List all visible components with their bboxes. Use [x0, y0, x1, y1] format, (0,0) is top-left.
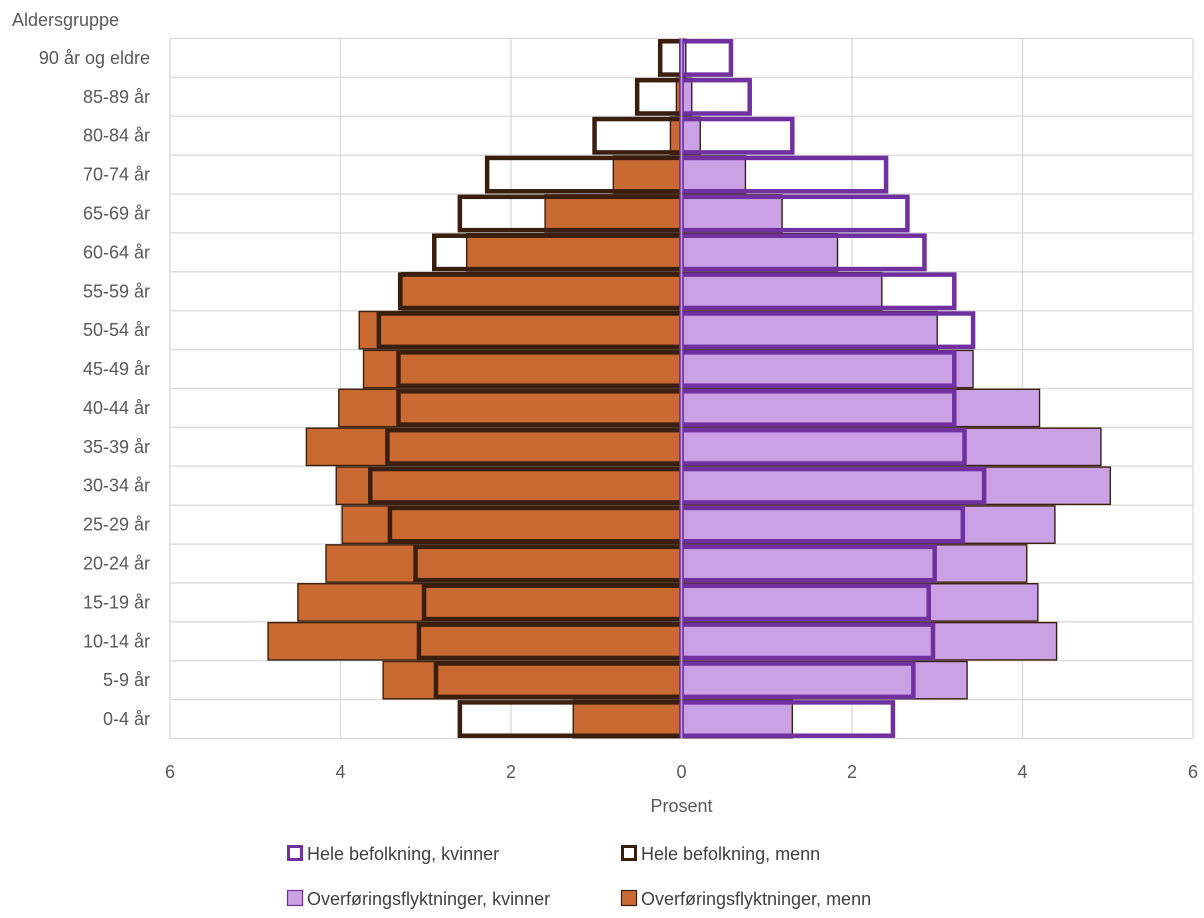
- legend-item-2: Overføringsflyktninger, kvinner: [286, 889, 550, 909]
- x-tick-label-1: 4: [335, 762, 345, 782]
- category-label-15: 10-14 år: [83, 631, 150, 651]
- bar-overforing-menn-5: [465, 233, 683, 272]
- category-label-0: 90 år og eldre: [39, 48, 150, 68]
- bar-overforing-kvinner-10: [680, 427, 1102, 467]
- bar-overforing-kvinner-17: [680, 699, 794, 739]
- category-label-10: 35-39 år: [83, 437, 150, 457]
- category-label-17: 0-4 år: [103, 709, 150, 729]
- legend-swatch-2: [286, 889, 304, 907]
- bar-hele-menn-2: [592, 116, 684, 155]
- bar-overforing-kvinner-16: [680, 660, 968, 700]
- legend-label-3: Overføringsflyktninger, menn: [641, 889, 871, 909]
- category-label-12: 25-29 år: [83, 515, 150, 535]
- y-axis-title: Aldersgruppe: [12, 10, 119, 30]
- category-label-8: 45-49 år: [83, 359, 150, 379]
- legend: Hele befolkning, kvinner Hele befolkning,…: [286, 844, 871, 909]
- bar-hele-menn-1: [634, 77, 684, 116]
- bar-overforing-menn-13: [325, 544, 683, 583]
- category-label-2: 80-84 år: [83, 126, 150, 146]
- bar-overforing-menn-11: [335, 466, 683, 506]
- x-tick-label-0: 6: [165, 762, 175, 782]
- bar-overforing-kvinner-11: [680, 466, 1112, 506]
- legend-swatch-3: [620, 889, 638, 907]
- legend-item-3: Overføringsflyktninger, menn: [620, 889, 871, 909]
- category-label-6: 55-59 år: [83, 281, 150, 301]
- x-tick-label-2: 2: [506, 762, 516, 782]
- bar-hele-kvinner-0: [679, 39, 734, 77]
- bar-overforing-menn-15: [267, 621, 683, 661]
- x-tick-label-3: 0: [676, 762, 686, 782]
- x-axis-title: Prosent: [650, 796, 712, 816]
- bar-overforing-menn-9: [338, 388, 683, 428]
- bars: [267, 38, 1112, 739]
- category-label-13: 20-24 år: [83, 554, 150, 574]
- legend-label-1: Hele befolkning, menn: [641, 844, 820, 864]
- legend-item-0: Hele befolkning, kvinner: [287, 844, 499, 864]
- legend-swatch-0: [287, 845, 303, 861]
- category-label-9: 40-44 år: [83, 398, 150, 418]
- bar-overforing-kvinner-6: [680, 271, 883, 311]
- bar-overforing-kvinner-12: [680, 505, 1056, 544]
- bar-overforing-kvinner-14: [680, 583, 1039, 622]
- x-tick-label-4: 2: [847, 762, 857, 782]
- bar-overforing-menn-6: [401, 271, 683, 311]
- bar-overforing-menn-8: [362, 349, 683, 389]
- x-tick-label-6: 6: [1188, 762, 1198, 782]
- category-label-5: 60-64 år: [83, 242, 150, 262]
- bar-overforing-kvinner-4: [680, 194, 783, 233]
- legend-label-2: Overføringsflyktninger, kvinner: [307, 889, 550, 909]
- bar-overforing-kvinner-13: [680, 544, 1028, 583]
- category-label-11: 30-34 år: [83, 476, 150, 496]
- bar-overforing-kvinner-15: [680, 621, 1058, 661]
- category-label-14: 15-19 år: [83, 592, 150, 612]
- bar-overforing-kvinner-9: [680, 388, 1041, 428]
- bar-overforing-menn-17: [572, 699, 683, 739]
- bar-overforing-menn-3: [612, 155, 683, 194]
- bar-overforing-menn-4: [544, 194, 683, 233]
- bar-hele-menn-0: [657, 39, 684, 77]
- category-label-7: 50-54 år: [83, 320, 150, 340]
- bar-overforing-kvinner-5: [680, 233, 839, 272]
- bar-overforing-kvinner-2: [680, 116, 701, 156]
- bar-overforing-kvinner-7: [680, 310, 938, 350]
- bar-overforing-kvinner-8: [680, 349, 974, 389]
- category-label-16: 5-9 år: [103, 670, 150, 690]
- category-label-1: 85-89 år: [83, 87, 150, 107]
- bar-overforing-menn-16: [382, 660, 683, 700]
- legend-label-0: Hele befolkning, kvinner: [307, 844, 499, 864]
- category-label-4: 65-69 år: [83, 204, 150, 224]
- bar-overforing-kvinner-3: [680, 155, 747, 194]
- x-tick-label-5: 4: [1017, 762, 1027, 782]
- legend-swatch-1: [621, 845, 637, 861]
- legend-item-1: Hele befolkning, menn: [621, 844, 820, 864]
- bar-overforing-menn-12: [341, 505, 683, 544]
- bar-overforing-menn-14: [297, 583, 683, 622]
- category-label-3: 70-74 år: [83, 165, 150, 185]
- bar-overforing-menn-10: [305, 427, 683, 467]
- bar-overforing-menn-7: [358, 310, 683, 350]
